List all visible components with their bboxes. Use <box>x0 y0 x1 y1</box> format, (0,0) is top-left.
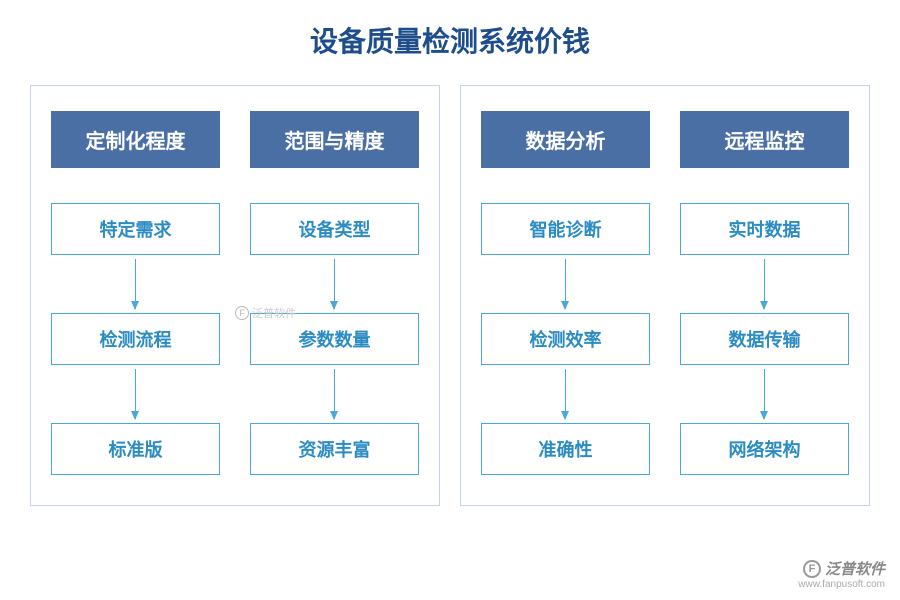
watermark-brand: F 泛普软件 <box>803 558 885 579</box>
panels-container: 定制化程度 特定需求 检测流程 标准版 范围与精度 设备类型 参数数量 资源丰富… <box>0 85 900 506</box>
panel-left: 定制化程度 特定需求 检测流程 标准版 范围与精度 设备类型 参数数量 资源丰富 <box>30 85 440 506</box>
column-header: 定制化程度 <box>51 111 220 168</box>
arrow-down-icon <box>565 369 566 419</box>
item-box: 网络架构 <box>680 423 849 475</box>
column-header: 远程监控 <box>680 111 849 168</box>
column-0-0: 定制化程度 特定需求 检测流程 标准版 <box>51 111 220 475</box>
panel-right: 数据分析 智能诊断 检测效率 准确性 远程监控 实时数据 数据传输 网络架构 <box>460 85 870 506</box>
watermark-url: www.fanpusoft.com <box>798 579 885 590</box>
item-box: 检测效率 <box>481 313 650 365</box>
arrow-down-icon <box>565 259 566 309</box>
arrow-down-icon <box>764 259 765 309</box>
watermark-brand-text: 泛普软件 <box>825 558 885 579</box>
item-box: 实时数据 <box>680 203 849 255</box>
item-box: 检测流程 <box>51 313 220 365</box>
arrow-down-icon <box>135 259 136 309</box>
arrow-down-icon <box>135 369 136 419</box>
arrow-down-icon <box>334 259 335 309</box>
item-box: 智能诊断 <box>481 203 650 255</box>
column-header: 数据分析 <box>481 111 650 168</box>
page-title: 设备质量检测系统价钱 <box>0 0 900 85</box>
item-box: 资源丰富 <box>250 423 419 475</box>
column-1-0: 数据分析 智能诊断 检测效率 准确性 <box>481 111 650 475</box>
watermark-icon: F <box>235 306 249 320</box>
item-box: 标准版 <box>51 423 220 475</box>
item-box: 准确性 <box>481 423 650 475</box>
watermark-center: F 泛普软件 <box>235 305 296 321</box>
arrow-down-icon <box>334 369 335 419</box>
column-1-1: 远程监控 实时数据 数据传输 网络架构 <box>680 111 849 475</box>
column-header: 范围与精度 <box>250 111 419 168</box>
item-box: 数据传输 <box>680 313 849 365</box>
item-box: 特定需求 <box>51 203 220 255</box>
watermark-bottom: F 泛普软件 www.fanpusoft.com <box>798 558 885 590</box>
item-box: 设备类型 <box>250 203 419 255</box>
watermark-icon: F <box>803 560 821 578</box>
arrow-down-icon <box>764 369 765 419</box>
column-0-1: 范围与精度 设备类型 参数数量 资源丰富 <box>250 111 419 475</box>
watermark-center-text: 泛普软件 <box>252 305 296 321</box>
